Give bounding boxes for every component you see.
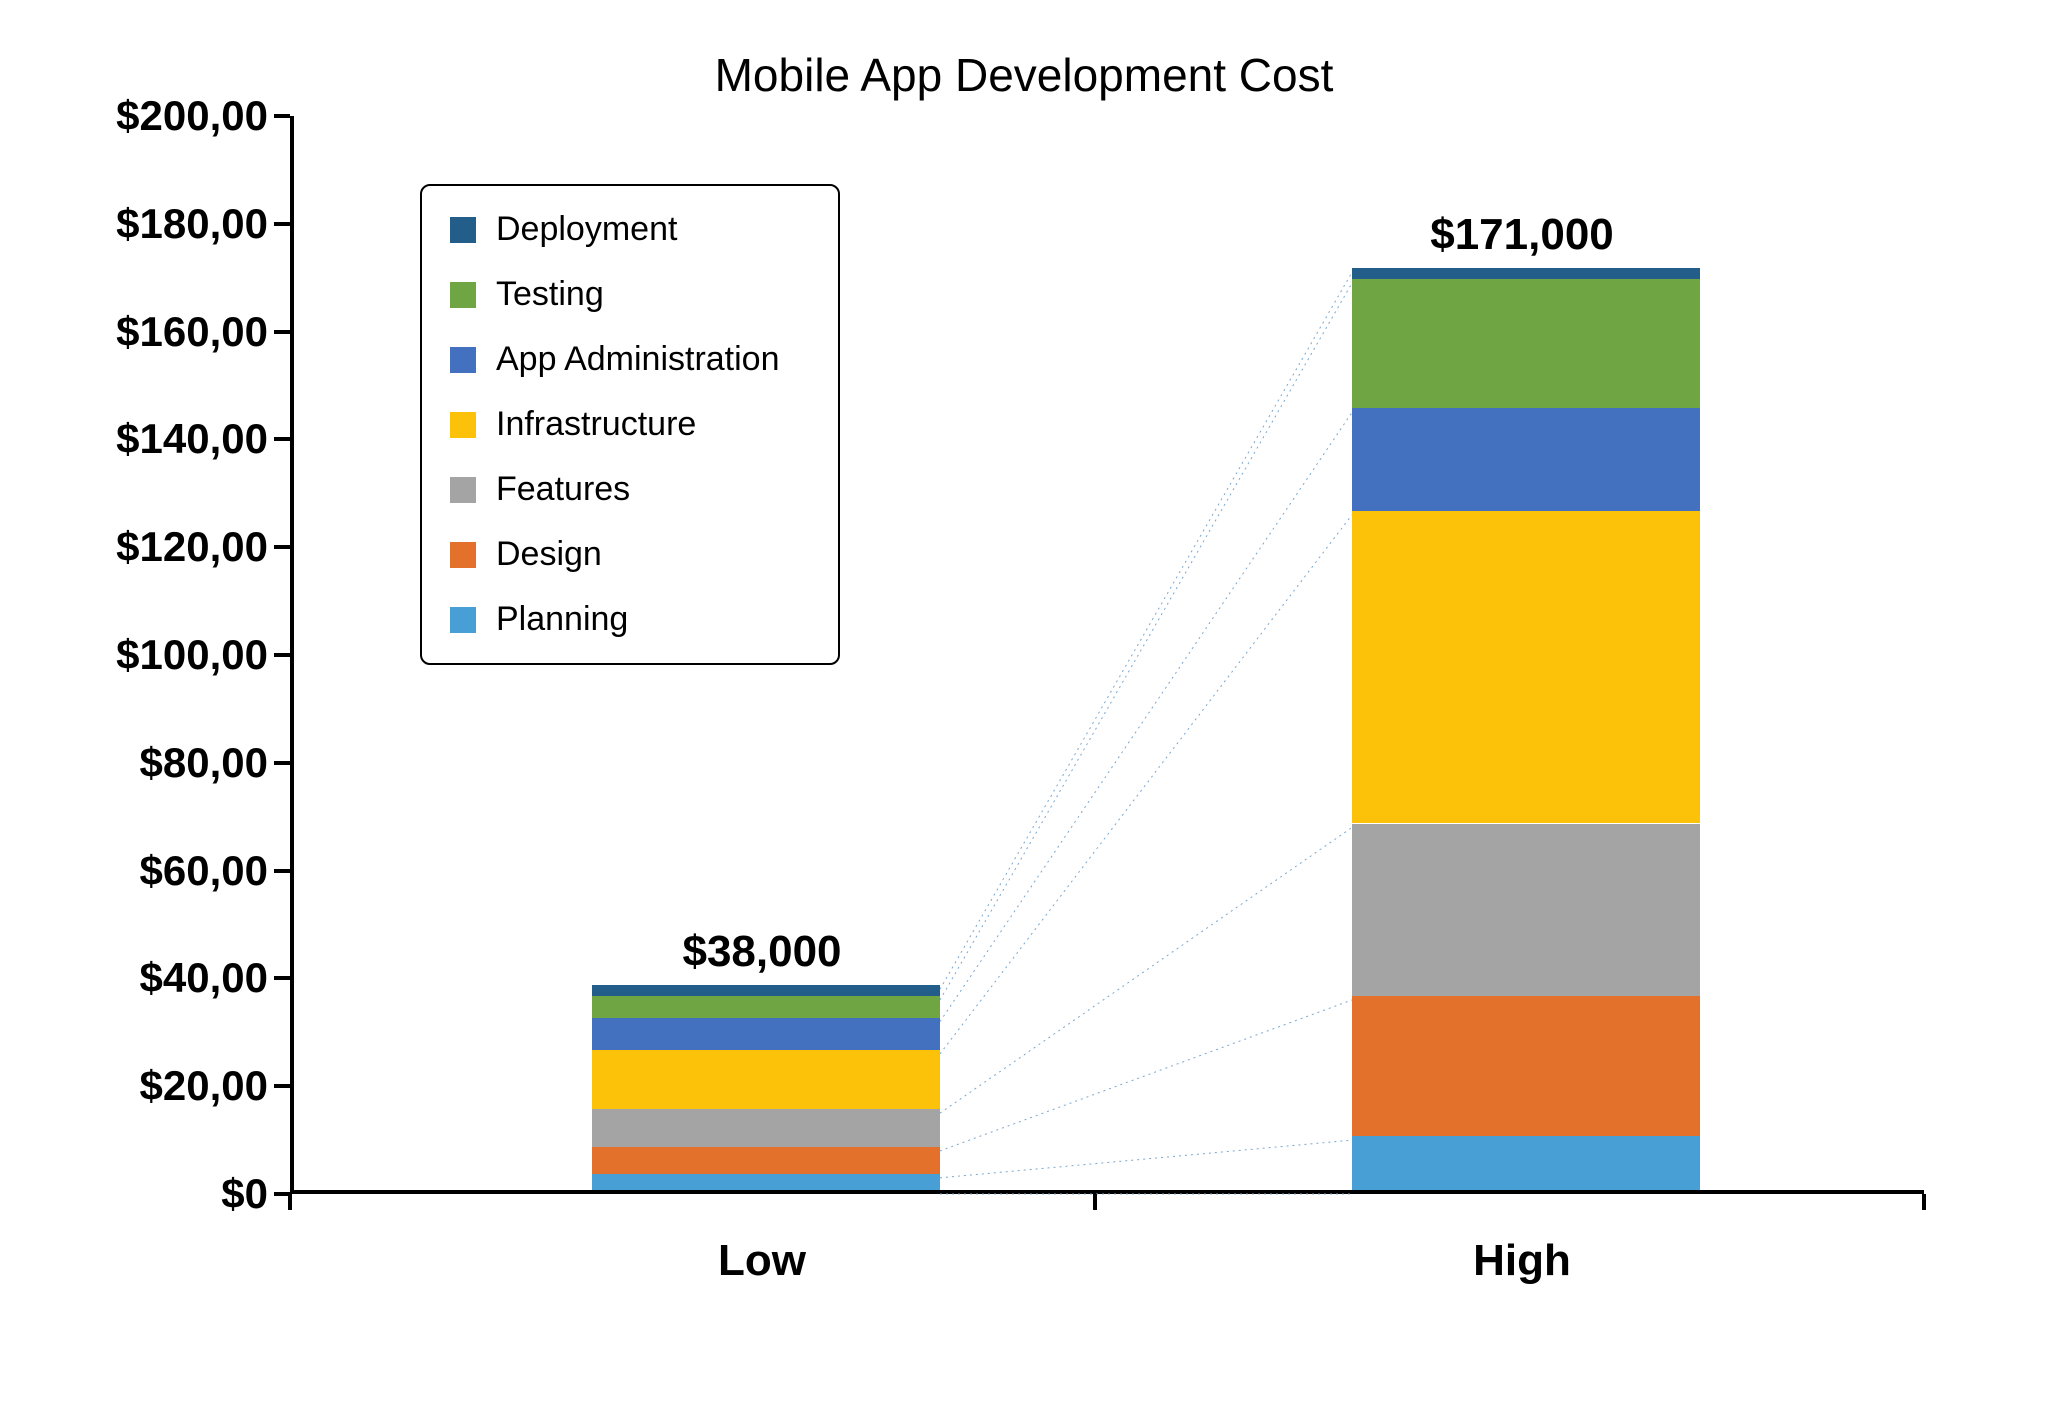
legend-swatch bbox=[450, 477, 476, 503]
legend-swatch bbox=[450, 412, 476, 438]
y-tick-mark bbox=[274, 114, 290, 118]
segment-app-administration bbox=[592, 1018, 940, 1050]
chart-title: Mobile App Development Cost bbox=[0, 48, 2048, 102]
y-tick-label: $120,00 bbox=[116, 523, 268, 571]
legend-label: App Administration bbox=[496, 340, 780, 379]
legend-label: Design bbox=[496, 535, 602, 574]
y-tick: $120,00 bbox=[116, 526, 290, 568]
y-tick-label: $60,00 bbox=[140, 847, 268, 895]
y-tick-label: $160,00 bbox=[116, 308, 268, 356]
bar-high bbox=[1352, 268, 1700, 1190]
y-tick-label: $80,00 bbox=[140, 739, 268, 787]
y-tick: $160,00 bbox=[116, 311, 290, 353]
legend-swatch bbox=[450, 347, 476, 373]
segment-design bbox=[1352, 996, 1700, 1136]
bar-total-high: $171,000 bbox=[1430, 210, 1614, 260]
segment-deployment bbox=[1352, 268, 1700, 279]
legend-item: Testing bbox=[450, 275, 804, 314]
segment-design bbox=[592, 1147, 940, 1174]
y-tick-mark bbox=[274, 653, 290, 657]
y-tick-mark bbox=[274, 222, 290, 226]
legend-label: Features bbox=[496, 470, 630, 509]
y-tick: $60,00 bbox=[140, 850, 290, 892]
y-tick-mark bbox=[274, 761, 290, 765]
segment-infrastructure bbox=[1352, 511, 1700, 824]
connector-line bbox=[940, 272, 1352, 989]
connector-line bbox=[940, 1000, 1352, 1151]
legend-item: App Administration bbox=[450, 340, 804, 379]
legend-swatch bbox=[450, 607, 476, 633]
legend-item: Deployment bbox=[450, 210, 804, 249]
legend-item: Infrastructure bbox=[450, 405, 804, 444]
y-tick: $180,00 bbox=[116, 203, 290, 245]
x-tick-mark bbox=[1093, 1194, 1097, 1210]
legend-swatch bbox=[450, 217, 476, 243]
segment-testing bbox=[1352, 279, 1700, 408]
segment-deployment bbox=[592, 985, 940, 996]
y-tick-mark bbox=[274, 869, 290, 873]
y-tick-label: $40,00 bbox=[140, 954, 268, 1002]
legend-label: Deployment bbox=[496, 210, 677, 249]
legend-item: Features bbox=[450, 470, 804, 509]
connector-line bbox=[940, 515, 1352, 1054]
bar-total-low: $38,000 bbox=[682, 927, 841, 977]
connector-line bbox=[940, 1140, 1352, 1178]
segment-planning bbox=[592, 1174, 940, 1190]
x-tick-mark bbox=[1922, 1194, 1926, 1210]
legend: Deployment Testing App Administration Infra… bbox=[420, 184, 840, 665]
segment-infrastructure bbox=[592, 1050, 940, 1109]
y-tick-label: $100,00 bbox=[116, 631, 268, 679]
y-tick-mark bbox=[274, 1084, 290, 1088]
connector-line bbox=[940, 283, 1352, 1000]
y-tick-label: $20,00 bbox=[140, 1062, 268, 1110]
segment-features bbox=[592, 1109, 940, 1147]
y-tick: $100,00 bbox=[116, 634, 290, 676]
y-tick-label: $140,00 bbox=[116, 415, 268, 463]
x-label-low: Low bbox=[718, 1236, 806, 1286]
y-tick-mark bbox=[274, 330, 290, 334]
connector-line bbox=[940, 412, 1352, 1021]
segment-features bbox=[1352, 824, 1700, 996]
y-tick: $0 bbox=[221, 1173, 290, 1215]
y-tick-label: $0 bbox=[221, 1170, 268, 1218]
legend-item: Design bbox=[450, 535, 804, 574]
legend-swatch bbox=[450, 542, 476, 568]
legend-label: Testing bbox=[496, 275, 604, 314]
segment-app-administration bbox=[1352, 408, 1700, 510]
y-tick-mark bbox=[274, 437, 290, 441]
y-tick-mark bbox=[274, 545, 290, 549]
legend-swatch bbox=[450, 282, 476, 308]
connector-line bbox=[940, 827, 1352, 1113]
segment-planning bbox=[1352, 1136, 1700, 1190]
x-label-high: High bbox=[1473, 1236, 1571, 1286]
y-tick: $200,00 bbox=[116, 95, 290, 137]
y-tick-label: $200,00 bbox=[116, 92, 268, 140]
y-tick: $40,00 bbox=[140, 957, 290, 999]
segment-testing bbox=[592, 996, 940, 1018]
y-tick: $80,00 bbox=[140, 742, 290, 784]
x-tick-mark bbox=[288, 1194, 292, 1210]
legend-item: Planning bbox=[450, 600, 804, 639]
y-tick-label: $180,00 bbox=[116, 200, 268, 248]
y-tick: $20,00 bbox=[140, 1065, 290, 1107]
chart-container: Mobile App Development Cost Deployment Te… bbox=[0, 0, 2048, 1418]
legend-label: Planning bbox=[496, 600, 628, 639]
legend-label: Infrastructure bbox=[496, 405, 696, 444]
y-tick-mark bbox=[274, 976, 290, 980]
bar-low bbox=[592, 985, 940, 1190]
y-tick: $140,00 bbox=[116, 418, 290, 460]
